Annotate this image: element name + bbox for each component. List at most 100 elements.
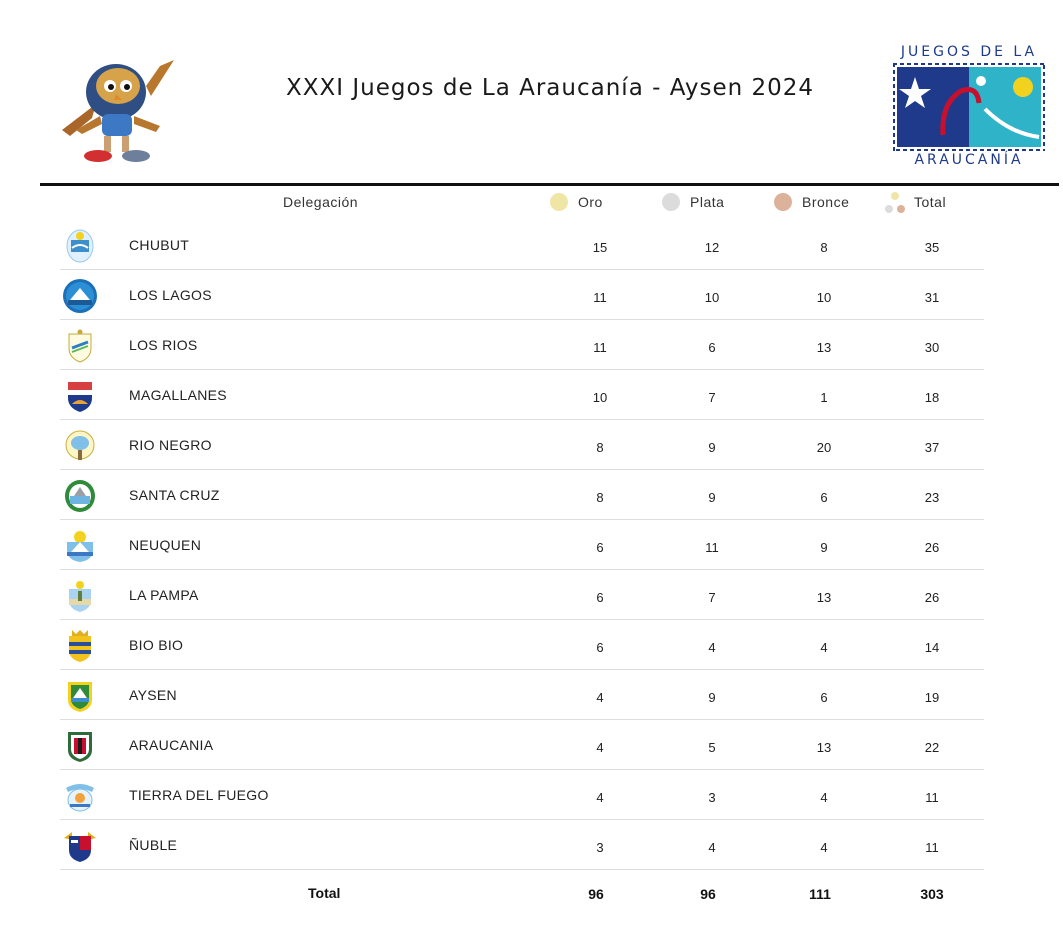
silver-count: 7: [708, 390, 716, 405]
total-count: 22: [924, 740, 940, 755]
silver-medal-icon: [662, 193, 680, 211]
total-count: 30: [924, 340, 940, 355]
table-row: RIO NEGRO 8 9 20 37: [60, 420, 984, 470]
table-row: TIERRA DEL FUEGO 4 3 4 11: [60, 770, 984, 820]
silver-count: 9: [708, 690, 716, 705]
gold-count: 6: [596, 640, 604, 655]
total-count: 31: [924, 290, 940, 305]
gold-total: 96: [588, 886, 604, 902]
silver-count: 7: [708, 590, 716, 605]
page-title: XXXI Juegos de La Araucanía - Aysen 2024: [286, 75, 815, 101]
silver-count: 10: [704, 290, 720, 305]
total-count: 11: [925, 840, 939, 855]
table-row: LA PAMPA 6 7 13 26: [60, 570, 984, 620]
aysen-crest-icon: [68, 682, 92, 712]
los-rios-crest-icon: [68, 329, 92, 363]
gold-count: 4: [596, 790, 604, 805]
los-lagos-crest-icon: [63, 279, 97, 313]
silver-count: 6: [708, 340, 716, 355]
col-bronze: Bronce: [802, 194, 850, 210]
delegation-name: CHUBUT: [129, 237, 190, 253]
mascot-icon: [62, 60, 174, 162]
santa-cruz-crest-icon: [65, 480, 95, 512]
silver-count: 9: [708, 490, 716, 505]
header-divider: [40, 183, 1059, 186]
bronze-count: 8: [820, 240, 828, 255]
total-count: 37: [924, 440, 940, 455]
table-header: Delegación Oro Plata Bronce Total: [60, 188, 984, 218]
bronze-count: 4: [820, 790, 828, 805]
delegation-name: AYSEN: [129, 687, 177, 703]
tierra-del-fuego-crest-icon: [66, 784, 94, 812]
gold-count: 4: [596, 690, 604, 705]
medal-table: CHUBUT 15 12 8 35 LOS LAGOS 11 10 10 31 …: [60, 220, 984, 870]
gold-count: 10: [592, 390, 608, 405]
silver-count: 4: [708, 640, 716, 655]
total-count: 26: [924, 590, 940, 605]
gold-count: 11: [593, 290, 607, 305]
la-pampa-crest-icon: [69, 581, 91, 612]
silver-count: 5: [708, 740, 716, 755]
games-logo: JUEGOS DE LA ARAUCANÍA: [890, 44, 1048, 170]
gold-count: 11: [593, 340, 607, 355]
col-gold: Oro: [578, 194, 603, 210]
all-medals-icon: [885, 192, 905, 213]
delegation-name: NEUQUEN: [129, 537, 202, 553]
magallanes-crest-icon: [68, 382, 92, 412]
gold-count: 3: [596, 840, 604, 855]
bronze-total: 111: [809, 886, 831, 902]
delegation-name: LA PAMPA: [129, 587, 199, 603]
silver-count: 11: [705, 540, 719, 555]
gold-count: 8: [596, 440, 604, 455]
total-count: 11: [925, 790, 939, 805]
total-count: 18: [924, 390, 940, 405]
neuquen-crest-icon: [67, 531, 93, 562]
grand-total: 303: [920, 886, 944, 902]
bio-bio-crest-icon: [69, 630, 91, 662]
bronze-count: 20: [816, 440, 832, 455]
table-row: MAGALLANES 10 7 1 18: [60, 370, 984, 420]
delegation-name: BIO BIO: [129, 637, 184, 653]
bronze-count: 4: [820, 840, 828, 855]
bronze-count: 6: [820, 690, 828, 705]
table-row: ÑUBLE 3 4 4 11: [60, 820, 984, 870]
total-count: 23: [924, 490, 940, 505]
delegation-name: MAGALLANES: [129, 387, 227, 403]
silver-total: 96: [700, 886, 716, 902]
gold-count: 6: [596, 540, 604, 555]
totals-row: Total 96 96 111 303: [60, 878, 984, 908]
delegation-name: SANTA CRUZ: [129, 487, 220, 503]
table-row: NEUQUEN 6 11 9 26: [60, 520, 984, 570]
total-count: 14: [924, 640, 940, 655]
table-row: SANTA CRUZ 8 9 6 23: [60, 470, 984, 520]
delegation-name: ARAUCANIA: [129, 737, 214, 753]
delegation-name: RIO NEGRO: [129, 437, 212, 453]
games-logo-icon: [893, 63, 1045, 151]
bronze-medal-icon: [774, 193, 792, 211]
silver-count: 12: [704, 240, 720, 255]
table-row: LOS RIOS 11 6 13 30: [60, 320, 984, 370]
delegation-name: LOS LAGOS: [129, 287, 212, 303]
chubut-crest-icon: [66, 229, 94, 263]
page-header: XXXI Juegos de La Araucanía - Aysen 2024…: [0, 0, 1063, 186]
col-silver: Plata: [690, 194, 725, 210]
logo-top-text: JUEGOS DE LA: [900, 44, 1038, 60]
bronze-count: 13: [816, 590, 832, 605]
bronze-count: 9: [820, 540, 828, 555]
silver-count: 4: [708, 840, 716, 855]
araucania-crest-icon: [68, 732, 92, 762]
total-count: 19: [924, 690, 940, 705]
col-total: Total: [914, 194, 947, 210]
table-row: CHUBUT 15 12 8 35: [60, 220, 984, 270]
gold-count: 4: [596, 740, 604, 755]
table-row: LOS LAGOS 11 10 10 31: [60, 270, 984, 320]
rio-negro-crest-icon: [65, 430, 95, 460]
total-count: 26: [924, 540, 940, 555]
delegation-name: TIERRA DEL FUEGO: [129, 787, 269, 803]
gold-medal-icon: [550, 193, 568, 211]
bronze-count: 6: [820, 490, 828, 505]
bronze-count: 10: [816, 290, 832, 305]
delegation-name: ÑUBLE: [129, 837, 178, 853]
bronze-count: 1: [820, 390, 828, 405]
bronze-count: 4: [820, 640, 828, 655]
